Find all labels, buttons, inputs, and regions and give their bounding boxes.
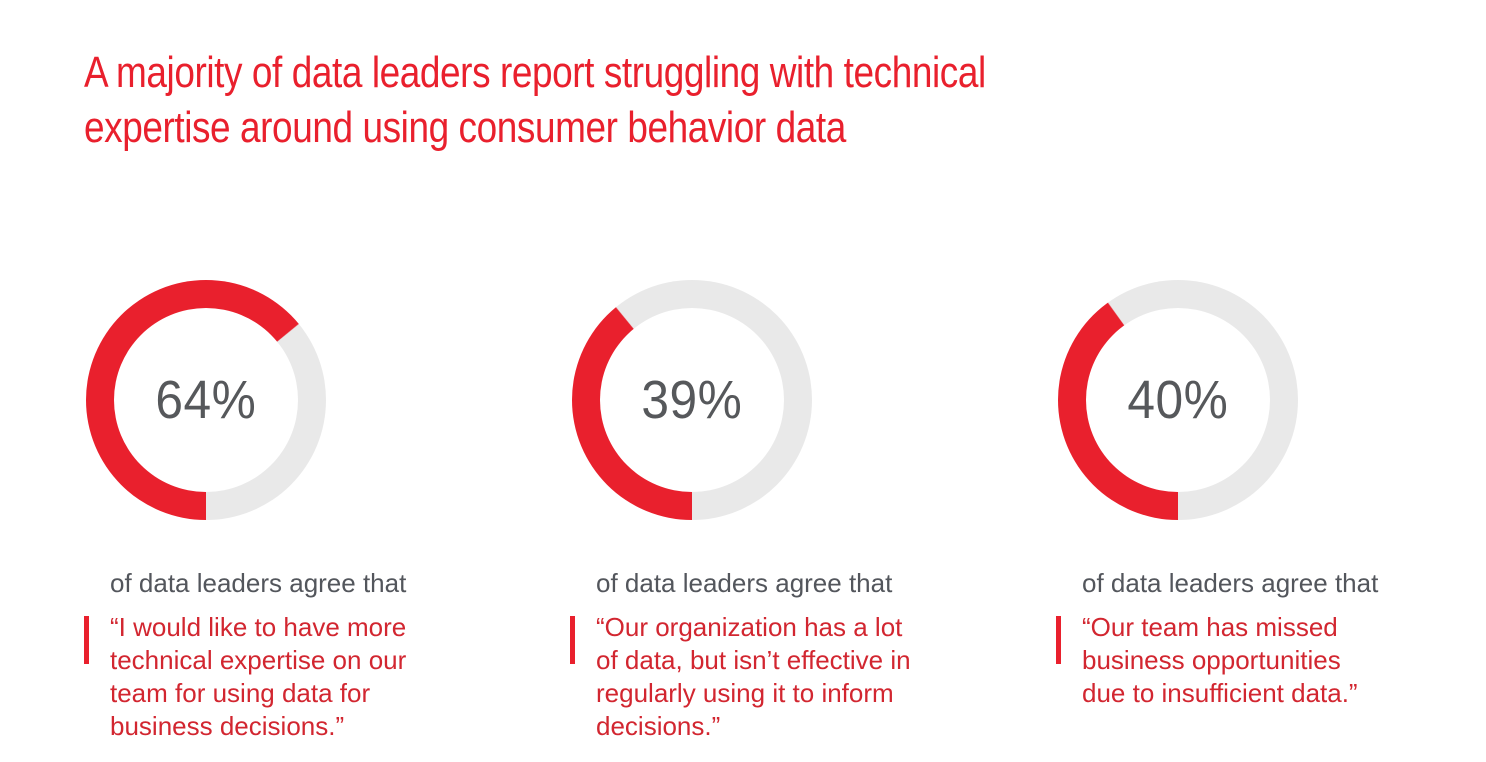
lead-text-3: of data leaders agree that [1082,568,1379,598]
page-title: A majority of data leaders report strugg… [84,45,986,155]
stat-column-2: 39% of data leaders agree that “Our orga… [570,280,980,743]
stat-column-1: 64% of data leaders agree that “I would … [84,280,494,743]
quote-block-3: “Our team has missed business opportuniti… [1056,611,1466,710]
donut-percent-label-3: 40% [1127,370,1229,430]
donut-chart-1: 64% [86,280,326,520]
donut-chart-3: 40% [1058,280,1298,520]
quote-text-1: “I would like to have more technical expe… [110,612,407,741]
donut-chart-2: 39% [572,280,812,520]
quote-block-2: “Our organization has a lot of data, but … [570,611,980,743]
donut-percent-label-2: 39% [641,370,743,430]
quote-text-2: “Our organization has a lot of data, but … [596,612,911,741]
quote-accent-bar-2 [570,616,575,664]
page-title-line-1: A majority of data leaders report strugg… [84,48,986,98]
quote-accent-bar-1 [84,616,89,664]
page-title-line-2: expertise around using consumer behavior… [84,103,846,153]
donut-percent-label-1: 64% [155,370,257,430]
quote-accent-bar-3 [1056,616,1061,664]
quote-block-1: “I would like to have more technical expe… [84,611,494,743]
lead-text-1: of data leaders agree that [110,568,407,598]
lead-text-2: of data leaders agree that [596,568,893,598]
stat-column-3: 40% of data leaders agree that “Our team… [1056,280,1466,743]
stats-columns: 64% of data leaders agree that “I would … [84,280,1466,743]
quote-text-3: “Our team has missed business opportuniti… [1082,612,1358,708]
